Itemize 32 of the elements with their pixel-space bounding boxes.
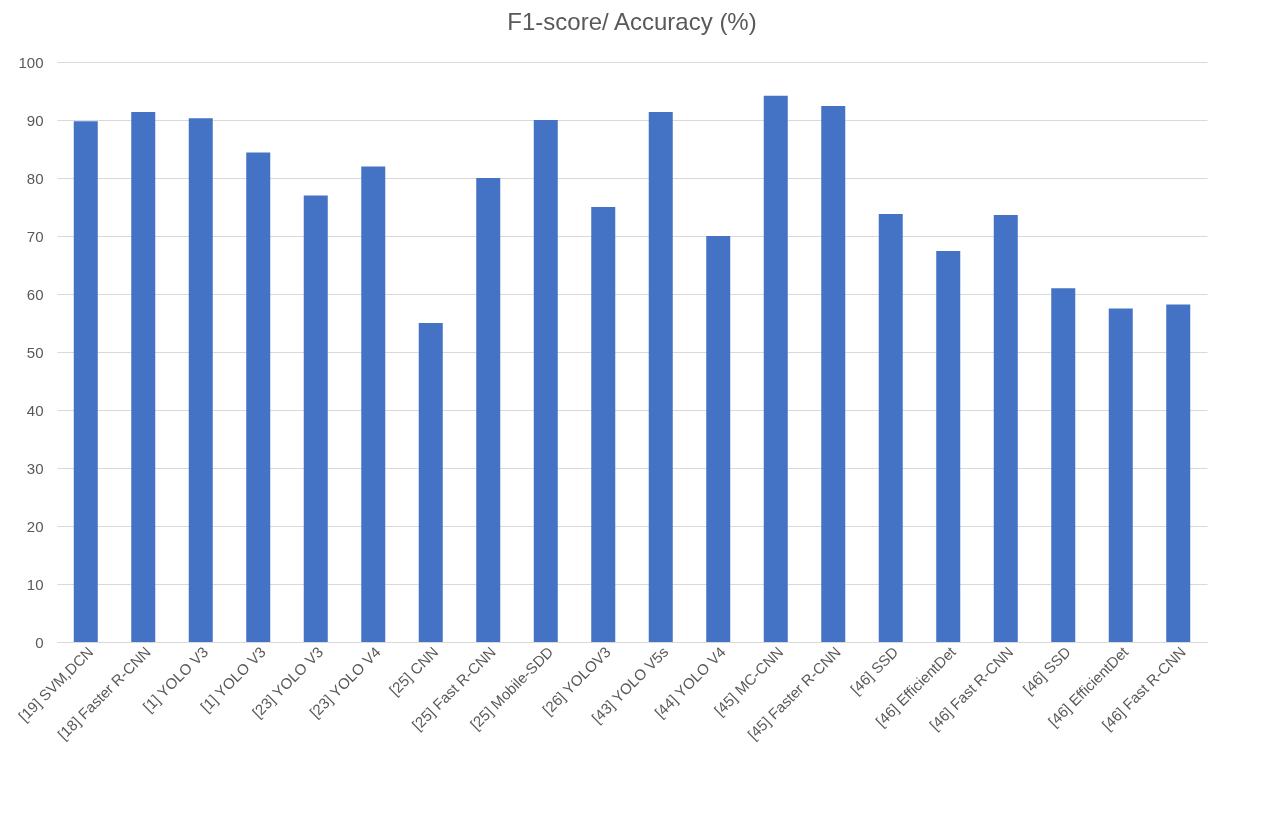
bar bbox=[993, 215, 1018, 642]
y-tick-label: 20 bbox=[26, 517, 44, 535]
y-tick-label: 30 bbox=[26, 459, 44, 477]
bar bbox=[361, 166, 386, 642]
bar bbox=[706, 236, 731, 642]
bar bbox=[533, 120, 558, 642]
bar bbox=[821, 106, 846, 642]
bar bbox=[763, 95, 788, 642]
bar bbox=[73, 121, 98, 642]
y-tick-label: 50 bbox=[26, 343, 44, 361]
bar bbox=[878, 213, 903, 642]
y-tick-label: 90 bbox=[26, 111, 44, 129]
y-tick-label: 100 bbox=[18, 53, 44, 71]
y-tick-label: 80 bbox=[26, 169, 44, 187]
bar bbox=[188, 118, 213, 642]
bar bbox=[418, 323, 443, 642]
y-tick-label: 10 bbox=[26, 575, 44, 593]
bar bbox=[1166, 304, 1191, 642]
y-tick-label: 40 bbox=[26, 401, 44, 419]
bar bbox=[246, 152, 271, 642]
y-tick-label: 70 bbox=[26, 227, 44, 245]
y-tick-label: 60 bbox=[26, 285, 44, 303]
bar bbox=[1051, 288, 1076, 642]
bar bbox=[131, 111, 156, 642]
y-tick-label: 0 bbox=[35, 633, 44, 651]
bar bbox=[1108, 308, 1133, 642]
bar bbox=[303, 195, 328, 642]
bar bbox=[936, 251, 961, 642]
bar bbox=[591, 207, 616, 642]
bar bbox=[648, 111, 673, 642]
chart-title: F1-score/ Accuracy (%) bbox=[507, 8, 757, 35]
bar bbox=[476, 178, 501, 642]
